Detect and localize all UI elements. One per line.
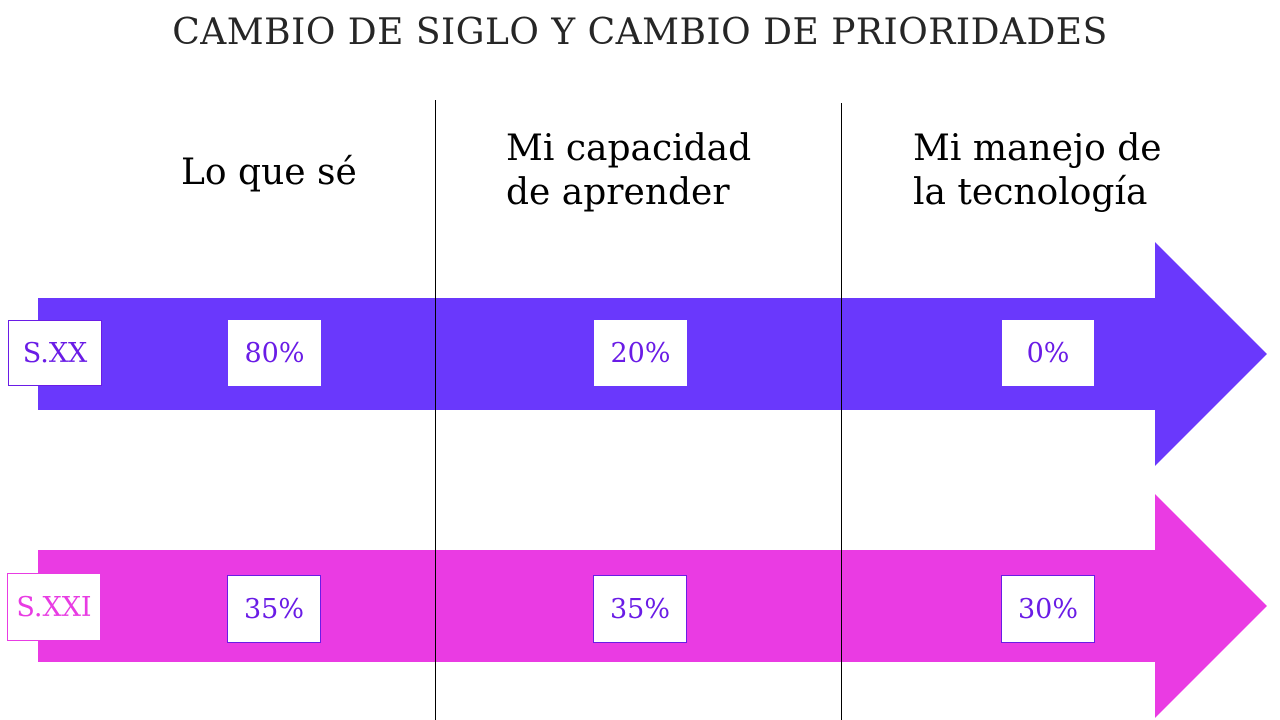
column-divider-2 [841, 103, 842, 720]
column-header-lo-que-se: Lo que sé [181, 151, 357, 195]
value-box: 35% [593, 575, 687, 643]
value-box: 20% [594, 320, 687, 386]
column-header-tecnologia: Mi manejo de la tecnología [913, 127, 1162, 215]
column-header-line: la tecnología [913, 172, 1148, 213]
row-label-s-xx: S.XX [8, 320, 102, 386]
column-header-line: Mi manejo de [913, 128, 1162, 169]
page-title: CAMBIO DE SIGLO Y CAMBIO DE PRIORIDADES [172, 12, 1108, 53]
column-header-line: de aprender [506, 172, 730, 213]
value-box: 0% [1002, 320, 1094, 386]
value-box: 80% [228, 320, 321, 386]
column-header-line: Lo que sé [181, 152, 357, 193]
column-divider-1 [435, 100, 436, 720]
value-box: 35% [227, 575, 321, 643]
value-box: 30% [1001, 575, 1095, 643]
column-header-line: Mi capacidad [506, 128, 752, 169]
column-header-capacidad: Mi capacidad de aprender [506, 127, 751, 215]
row-label-s-xxi: S.XXI [7, 573, 101, 641]
